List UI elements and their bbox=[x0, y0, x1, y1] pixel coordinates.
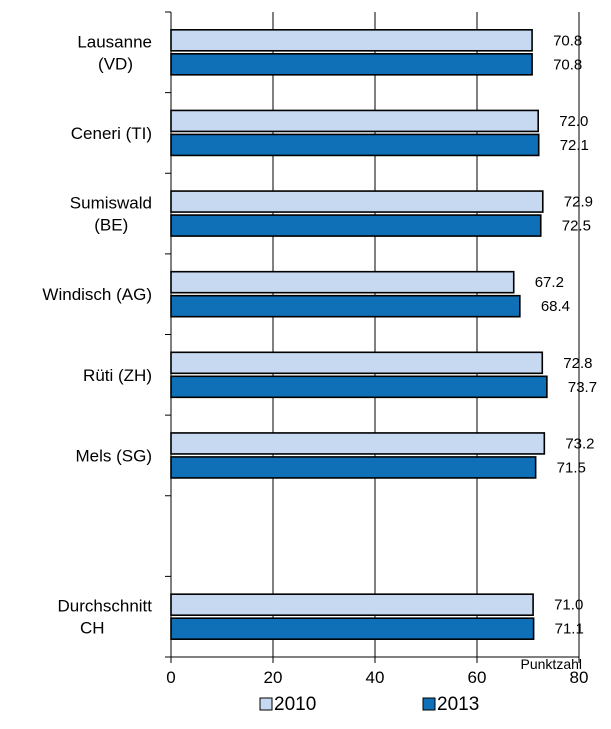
bar-2010-durchschnitt bbox=[170, 593, 534, 616]
category-label-3: Windisch (AG) bbox=[42, 285, 152, 304]
data-label-2013-3: 68.4 bbox=[541, 298, 570, 315]
legend-swatch-2013 bbox=[422, 697, 436, 711]
category-label-5: Mels (SG) bbox=[76, 446, 153, 465]
bar-2010-windisch-ag bbox=[170, 270, 515, 294]
data-label-2010-5: 73.2 bbox=[565, 435, 594, 452]
grid-lines bbox=[272, 12, 580, 657]
legend-swatch-2010 bbox=[259, 697, 273, 711]
axes bbox=[165, 11, 580, 663]
x-tick-label-80: 80 bbox=[570, 668, 589, 687]
data-label-2013-7: 71.1 bbox=[555, 621, 584, 638]
x-axis-unit-label: Punktzahl bbox=[521, 656, 582, 672]
legend-label-2013: 2013 bbox=[437, 694, 479, 715]
bar-2010-mels-sg bbox=[170, 432, 546, 455]
bar-2010-r-ti-zh bbox=[170, 351, 544, 375]
x-tick-label-0: 0 bbox=[166, 668, 175, 687]
bar-2013-lausanne bbox=[170, 53, 533, 76]
legend-label-2010: 2010 bbox=[274, 694, 316, 715]
category-label-1: Ceneri (TI) bbox=[71, 124, 152, 143]
data-label-2013-0: 70.8 bbox=[553, 56, 582, 73]
data-label-2013-2: 72.5 bbox=[562, 218, 591, 235]
bar-2013-durchschnitt bbox=[170, 617, 535, 640]
legend: 2010 2013 bbox=[259, 694, 479, 715]
bar-2013-mels-sg bbox=[170, 456, 537, 479]
labels: 70.8 70.8 Lausanne (VD) 72.0 72.1 Ceneri (TI) 7… bbox=[42, 32, 597, 687]
bar-2013-ceneri-ti bbox=[170, 133, 540, 157]
category-label-4: Rüti (ZH) bbox=[83, 366, 152, 385]
category-label-2: Sumiswald (BE) bbox=[70, 194, 152, 235]
x-tick-label-40: 40 bbox=[366, 668, 385, 687]
data-label-2010-2: 72.9 bbox=[564, 194, 593, 211]
category-label-7: Durchschnitt CH bbox=[58, 597, 153, 638]
data-label-2013-1: 72.1 bbox=[560, 137, 589, 154]
bar-2013-r-ti-zh bbox=[170, 375, 548, 399]
x-tick-label-60: 60 bbox=[468, 668, 487, 687]
data-label-2010-3: 67.2 bbox=[535, 274, 564, 291]
category-label-0: Lausanne (VD) bbox=[77, 32, 152, 73]
data-label-2010-1: 72.0 bbox=[559, 113, 588, 130]
data-label-2013-4: 73.7 bbox=[568, 379, 597, 396]
data-label-2010-4: 72.8 bbox=[563, 355, 592, 372]
bar-2010-lausanne bbox=[170, 29, 533, 52]
data-label-2010-0: 70.8 bbox=[553, 32, 582, 49]
x-tick-label-20: 20 bbox=[264, 668, 283, 687]
bar-2013-windisch-ag bbox=[170, 294, 521, 318]
data-label-2013-5: 71.5 bbox=[557, 459, 586, 476]
bar-2010-sumiswald bbox=[170, 190, 544, 213]
bar-2010-ceneri-ti bbox=[170, 109, 540, 133]
data-label-2010-7: 71.0 bbox=[554, 597, 583, 614]
bars bbox=[170, 29, 548, 640]
bar-2013-sumiswald bbox=[170, 214, 542, 237]
